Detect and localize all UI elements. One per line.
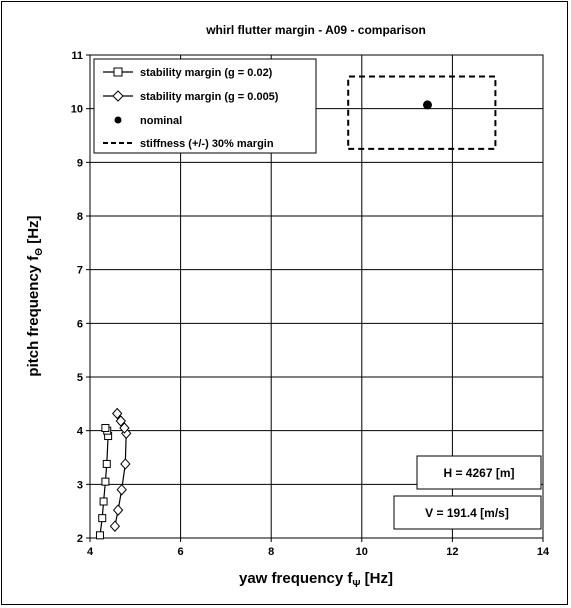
x-tick-label: 4	[87, 546, 94, 558]
y-tick-label: 8	[77, 211, 83, 223]
plot-area	[89, 54, 544, 539]
y-tick-label: 11	[71, 50, 83, 62]
data-point-square	[101, 477, 110, 486]
y-tick-label: 2	[77, 533, 83, 545]
y-tick-label: 4	[77, 426, 84, 438]
legend-box	[93, 58, 317, 154]
data-point-square	[102, 459, 111, 468]
series-line-3	[347, 75, 497, 150]
legend: stability margin (g = 0.02) stability ma…	[93, 58, 317, 154]
x-tick-label: 6	[178, 546, 184, 558]
legend-marker-nominal	[114, 116, 122, 124]
y-tick-label: 10	[71, 104, 83, 116]
data-point-diamond	[112, 504, 124, 516]
data-point-diamond	[115, 415, 126, 427]
series-group	[95, 75, 497, 540]
y-tick-label: 6	[77, 318, 83, 330]
axis-ticks: 4 6 8 10 12 14 2 3 4 5 6 7 8 9 10 11	[71, 50, 550, 558]
data-point-diamond	[119, 422, 130, 434]
data-point-diamond	[116, 483, 127, 496]
legend-label-g0005: stability margin (g = 0.005)	[140, 91, 279, 103]
y-tick-label: 9	[77, 157, 83, 169]
x-tick-label: 8	[268, 546, 274, 558]
legend-marker-g002	[103, 67, 133, 77]
x-tick-label: 14	[537, 546, 550, 558]
data-point-nominal	[422, 100, 432, 110]
y-axis-title: pitch frequency fΘ [Hz]	[25, 215, 45, 376]
x-axis-title: yaw frequency fΨ [Hz]	[239, 570, 393, 590]
altitude-annotation: H = 4267 [m]	[416, 455, 542, 490]
data-point-square	[101, 423, 110, 432]
legend-label-nominal: nominal	[140, 115, 182, 127]
data-point-square	[98, 514, 107, 523]
y-tick-label: 7	[77, 265, 83, 277]
y-tick-label: 5	[77, 372, 83, 384]
chart-title: whirl flutter margin - A09 - comparison	[205, 23, 426, 37]
data-point-square	[95, 531, 104, 540]
velocity-annotation: V = 191.4 [m/s]	[393, 495, 542, 530]
data-point-diamond	[109, 520, 121, 532]
legend-label-stiffness: stiffness (+/-) 30% margin	[140, 138, 274, 150]
x-tick-label: 10	[356, 546, 368, 558]
altitude-label: H = 4267 [m]	[443, 466, 514, 480]
legend-marker-g0005	[103, 90, 133, 102]
data-point-diamond	[112, 407, 123, 420]
y-tick-label: 3	[77, 479, 83, 491]
velocity-label: V = 191.4 [m/s]	[425, 506, 509, 520]
data-point-square	[99, 497, 108, 506]
x-tick-label: 12	[446, 546, 458, 558]
legend-label-g002: stability margin (g = 0.02)	[140, 67, 273, 79]
data-point-diamond	[120, 458, 131, 470]
